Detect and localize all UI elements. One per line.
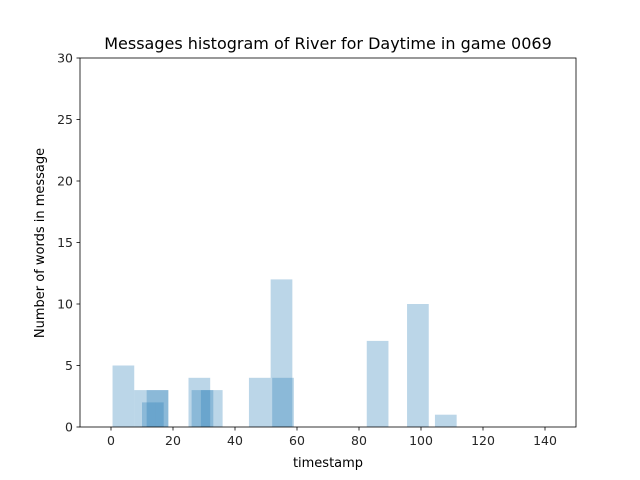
histogram-bar-7 [200, 390, 223, 427]
x-tick-label-60: 60 [289, 433, 305, 448]
histogram-bar-2 [142, 402, 164, 427]
x-tick-label-20: 20 [165, 433, 181, 448]
histogram-bar-8 [248, 377, 271, 427]
bars-layer [112, 279, 457, 427]
histogram-bar-13 [434, 414, 457, 427]
x-tick-label-100: 100 [409, 433, 433, 448]
y-tick-label-10: 10 [57, 297, 73, 312]
x-tick-label-0: 0 [107, 433, 115, 448]
y-tick-label-5: 5 [65, 358, 73, 373]
y-tick-label-0: 0 [65, 420, 73, 435]
histogram-bar-11 [366, 340, 389, 427]
x-axis-label: timestamp [293, 456, 363, 471]
y-tick-label-30: 30 [57, 51, 73, 66]
histogram-bar-0 [112, 365, 135, 427]
histogram-bar-6 [191, 390, 214, 427]
histogram-bar-12 [407, 304, 429, 427]
histogram-bar-10 [272, 377, 294, 427]
y-tick-label-25: 25 [57, 112, 73, 127]
x-tick-label-120: 120 [471, 433, 495, 448]
histogram-bar-9 [270, 279, 293, 427]
histogram-bar-5 [188, 377, 211, 427]
histogram-bar-3 [146, 390, 169, 427]
histogram-bar-4 [155, 390, 169, 427]
y-tick-label-15: 15 [57, 235, 73, 250]
chart-title: Messages histogram of River for Daytime … [104, 34, 552, 53]
x-tick-label-80: 80 [351, 433, 367, 448]
axes-layer: 0 20 40 60 80 100 120 140 0 5 10 15 20 25 30 [57, 51, 577, 448]
y-axis-label: Number of words in message [33, 148, 48, 338]
x-tick-label-40: 40 [227, 433, 243, 448]
histogram-bar-1 [134, 390, 156, 427]
x-tick-label-140: 140 [533, 433, 557, 448]
y-tick-label-20: 20 [57, 174, 73, 189]
